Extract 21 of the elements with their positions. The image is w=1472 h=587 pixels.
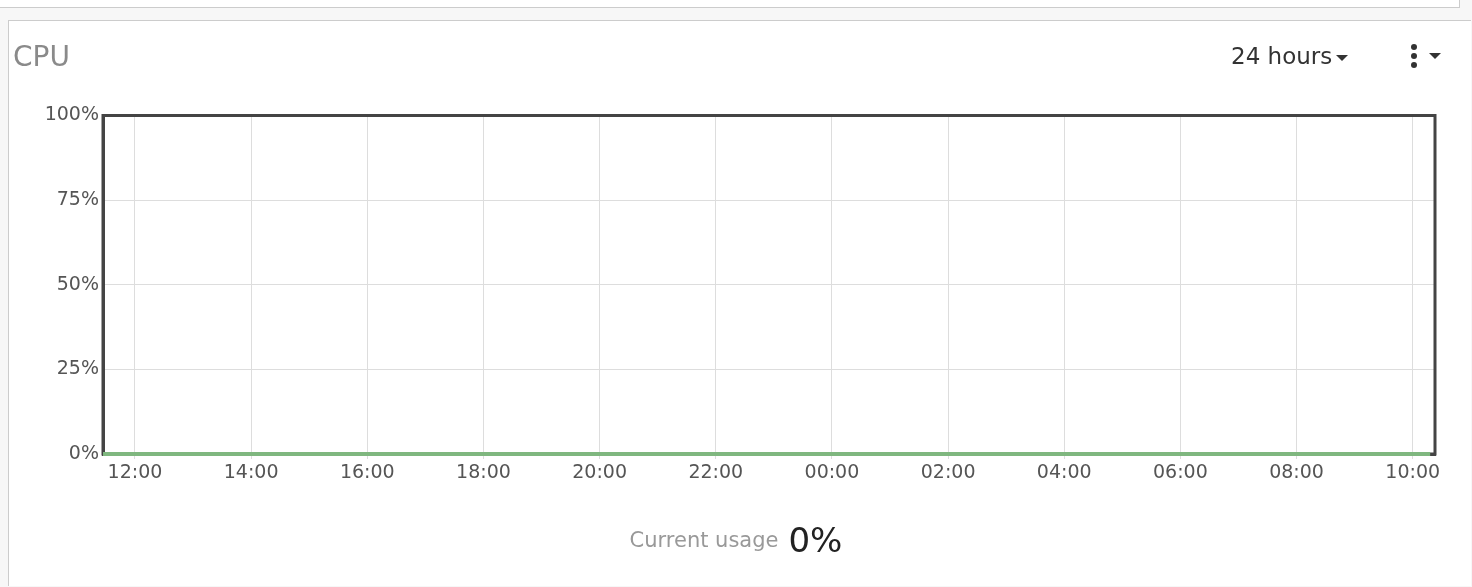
- text: 0%: [788, 520, 843, 560]
- x-tick-label: 22:00: [688, 460, 744, 483]
- x-tick-label: 08:00: [1269, 460, 1324, 483]
- y-tick-label: 50%: [56, 271, 99, 294]
- y-tick-label: 0%: [68, 440, 99, 463]
- y-tick-label: 25%: [56, 356, 99, 379]
- x-tick-label: 06:00: [1153, 460, 1208, 483]
- x-tick-label: 04:00: [1036, 460, 1092, 483]
- x-tick-label: 02:00: [920, 460, 976, 483]
- x-tick-label: 16:00: [339, 460, 395, 483]
- x-tick-label: 12:00: [107, 460, 163, 483]
- x-tick-label: 20:00: [572, 460, 627, 483]
- x-tick-label: 10:00: [1385, 460, 1441, 483]
- x-tick-label: 14:00: [223, 460, 279, 483]
- y-tick-label: 100%: [44, 102, 99, 125]
- chart-title: CPU: [13, 40, 70, 73]
- text: 24 hours: [1231, 43, 1333, 69]
- y-tick-label: 75%: [56, 186, 99, 209]
- x-tick-label: 18:00: [456, 460, 511, 483]
- x-tick-label: 00:00: [804, 460, 860, 483]
- text: Current usage: [629, 528, 779, 552]
